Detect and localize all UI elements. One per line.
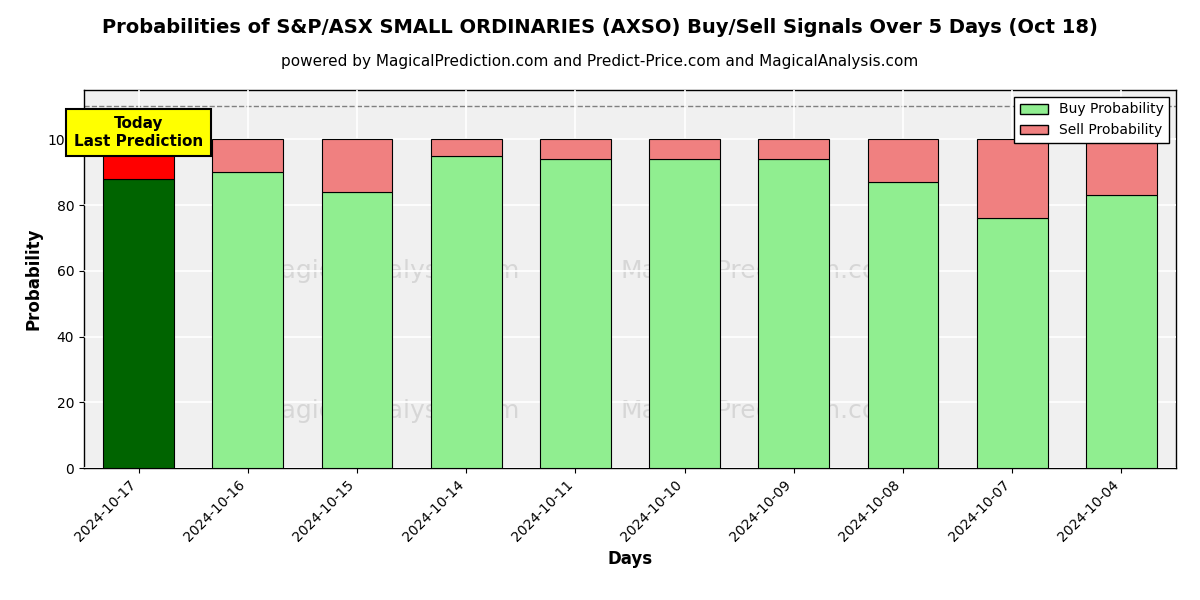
Bar [649, 159, 720, 468]
Bar [540, 159, 611, 468]
X-axis label: Days: Days [607, 550, 653, 568]
Text: Probabilities of S&P/ASX SMALL ORDINARIES (AXSO) Buy/Sell Signals Over 5 Days (O: Probabilities of S&P/ASX SMALL ORDINARIE… [102, 18, 1098, 37]
Bar [103, 179, 174, 468]
Text: MagicalPrediction.com: MagicalPrediction.com [620, 259, 901, 283]
Y-axis label: Probability: Probability [24, 228, 42, 330]
Text: MagicalPrediction.com: MagicalPrediction.com [620, 400, 901, 424]
Bar [212, 139, 283, 172]
Bar [977, 218, 1048, 468]
Bar [431, 139, 502, 156]
Bar [431, 156, 502, 468]
Bar [649, 139, 720, 159]
Bar [322, 139, 392, 192]
Bar [758, 139, 829, 159]
Text: MagicalAnalysis.com: MagicalAnalysis.com [259, 259, 520, 283]
Text: powered by MagicalPrediction.com and Predict-Price.com and MagicalAnalysis.com: powered by MagicalPrediction.com and Pre… [281, 54, 919, 69]
Bar [977, 139, 1048, 218]
Bar [322, 192, 392, 468]
Bar [868, 139, 938, 182]
Text: MagicalAnalysis.com: MagicalAnalysis.com [259, 400, 520, 424]
Bar [540, 139, 611, 159]
Bar [212, 172, 283, 468]
Bar [1086, 195, 1157, 468]
Text: Today
Last Prediction: Today Last Prediction [74, 116, 203, 149]
Bar [103, 139, 174, 179]
Bar [758, 159, 829, 468]
Bar [868, 182, 938, 468]
Bar [1086, 139, 1157, 195]
Legend: Buy Probability, Sell Probability: Buy Probability, Sell Probability [1014, 97, 1169, 143]
